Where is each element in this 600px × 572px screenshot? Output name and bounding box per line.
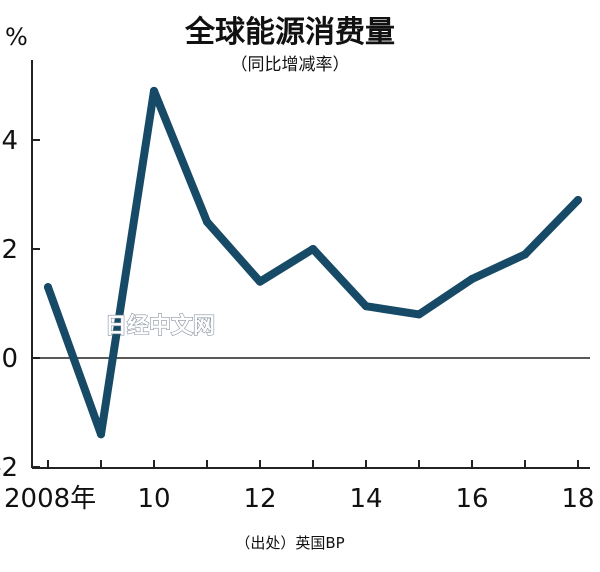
y-axis-unit-label: % <box>5 23 28 51</box>
data-point <box>415 310 423 319</box>
data-point <box>468 275 476 283</box>
y-tick-label: 4 <box>1 126 18 156</box>
x-tick-label: 12 <box>243 484 276 514</box>
x-tick-label: 14 <box>349 484 382 514</box>
y-tick-label: 0 <box>1 344 18 374</box>
series-line <box>44 86 582 439</box>
data-point <box>97 430 105 439</box>
y-tick-label: 2 <box>1 235 18 265</box>
x-axis-ticks: 2008年 10 12 14 16 18 <box>4 460 595 514</box>
y-tick-label: -2 <box>0 453 18 483</box>
chart-title: 全球能源消费量 <box>184 15 395 50</box>
source-note: （出处）英国BP <box>235 534 344 552</box>
data-point <box>574 196 582 204</box>
x-tick-label: 16 <box>455 484 488 514</box>
data-point <box>44 283 52 292</box>
chart-subtitle: （同比增减率） <box>231 55 350 75</box>
data-point <box>203 217 211 226</box>
data-point <box>256 277 264 286</box>
data-point <box>362 302 370 311</box>
data-point <box>521 250 529 259</box>
axes <box>31 60 590 469</box>
y-axis-ticks: -2 0 2 4 <box>0 126 40 483</box>
watermark-text: 日经中文网 <box>105 313 215 339</box>
data-point <box>150 86 158 95</box>
series-layer <box>44 86 582 439</box>
data-point <box>309 245 317 253</box>
x-tick-label: 2008年 <box>4 484 96 514</box>
x-tick-label: 18 <box>561 484 594 514</box>
x-tick-label: 10 <box>137 484 170 514</box>
